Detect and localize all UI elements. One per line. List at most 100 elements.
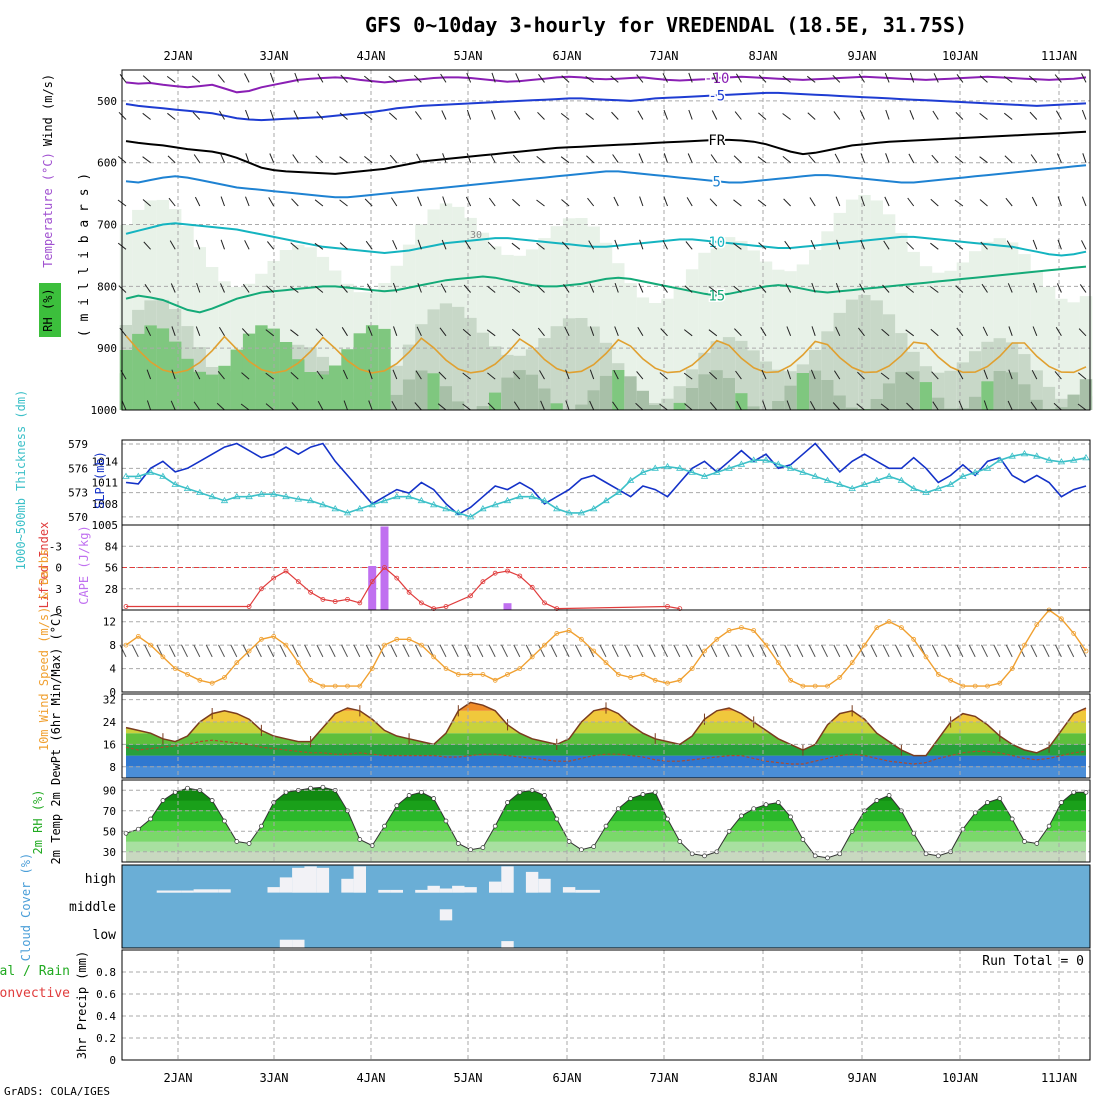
wind-barb (663, 196, 668, 207)
li-marker (246, 604, 252, 609)
li-marker (283, 568, 289, 574)
wind-barb (402, 644, 410, 658)
wind-barb (980, 241, 988, 250)
thickness-marker (220, 496, 229, 504)
wind-barb (1030, 644, 1038, 658)
wind-barb (809, 401, 816, 411)
wind-barb (979, 113, 988, 120)
wind-barb (513, 401, 521, 411)
wind-barb (562, 644, 570, 658)
li-marker (431, 606, 437, 611)
temp-tick: 24 (103, 716, 117, 729)
wind-speed-marker (591, 648, 597, 654)
li-marker (677, 606, 683, 611)
li-marker (320, 597, 326, 602)
wind-barb (490, 153, 496, 163)
wind-speed-marker (652, 677, 658, 683)
rh-marker (775, 800, 781, 805)
rh-marker (172, 789, 178, 795)
date-label-bottom: 8JAN (749, 1071, 778, 1085)
rh-marker (517, 789, 523, 795)
thickness-marker (356, 505, 364, 512)
rh-shade-light (661, 298, 674, 410)
wind-barb (1031, 369, 1038, 380)
wind-barb (463, 284, 471, 293)
wind-barb (291, 644, 299, 658)
wind-barb (390, 197, 398, 207)
date-label-bottom: 2JAN (164, 1071, 193, 1085)
wind-barb (564, 326, 570, 337)
wind-barb (462, 328, 471, 337)
wind-barb (710, 644, 718, 658)
li-tick: 6 (55, 604, 62, 617)
rh-shade-dark (649, 404, 662, 410)
thickness-marker (122, 472, 130, 479)
wind-barb (612, 401, 619, 411)
wind-speed-marker (923, 654, 929, 660)
date-label-bottom: 5JAN (454, 1071, 483, 1085)
wind-barb (930, 242, 939, 250)
wind-barb (368, 400, 373, 411)
date-label-top: 5JAN (454, 49, 483, 63)
wind-barb (244, 73, 250, 83)
thickness-marker (823, 476, 832, 483)
rh-band (126, 790, 1086, 801)
cloud-bar (279, 939, 293, 948)
wind-barb (894, 644, 902, 658)
wind-barb (860, 153, 865, 163)
wind-barb (710, 154, 718, 163)
wind-barb (316, 111, 324, 120)
li-marker (295, 579, 301, 585)
slp-tick: 1005 (92, 519, 119, 532)
wind-barb (119, 327, 127, 337)
rh-shade-mid (587, 326, 600, 410)
wind-barb (881, 328, 890, 337)
wind-barb (983, 400, 988, 411)
rh-marker (935, 853, 941, 859)
wind-barb (956, 644, 964, 658)
thickness-marker (245, 492, 253, 500)
rh-shade-dark (1067, 394, 1080, 410)
cloud-bar (562, 887, 576, 893)
wind-barb (722, 644, 730, 658)
rh-marker (960, 826, 966, 832)
cloud-bar (452, 885, 465, 893)
wind-barb (195, 326, 201, 336)
rh-shade-dark (1005, 372, 1019, 410)
wind-barb (1028, 75, 1038, 83)
wind-barb (614, 282, 619, 293)
cloud-bar (292, 867, 305, 893)
isotherm-line (125, 222, 1087, 257)
wind-barb (563, 284, 570, 293)
rh-marker (739, 813, 744, 819)
wind-barb (993, 644, 1001, 658)
wind-barb (438, 371, 447, 380)
wind-barb (491, 72, 496, 83)
wind-barb (638, 153, 644, 163)
wind-barb (981, 644, 988, 658)
rh-shade-green (205, 374, 219, 410)
thickness-marker (602, 496, 610, 504)
wind-speed-marker (1034, 622, 1040, 627)
rh-shade-green (292, 359, 305, 410)
wind-barb (195, 239, 201, 250)
wind-barb (315, 328, 324, 337)
wind-barb (931, 644, 939, 658)
rh-marker (702, 853, 707, 859)
wind-barb (906, 241, 915, 250)
wind-barb (205, 644, 213, 658)
cloud-bar (489, 881, 502, 893)
wind-barb (735, 370, 742, 380)
thickness-marker (885, 472, 893, 479)
rh-marker (419, 789, 424, 795)
thickness-marker (713, 468, 721, 475)
rh-shade-dark (1030, 399, 1043, 410)
thickness-slp-panel: 570 573 576 579 1005 1008 1011 1014 1000~500mb T… (14, 390, 1091, 570)
wind-speed-marker (566, 628, 572, 633)
isotherm-label: -10 (704, 71, 729, 87)
wind-axis-label: Wind (m/s) (41, 74, 55, 146)
rh-shade-green (279, 342, 293, 410)
wind-speed-marker (603, 660, 609, 666)
wind-barb (771, 644, 779, 658)
wind-speed-marker (862, 642, 867, 648)
